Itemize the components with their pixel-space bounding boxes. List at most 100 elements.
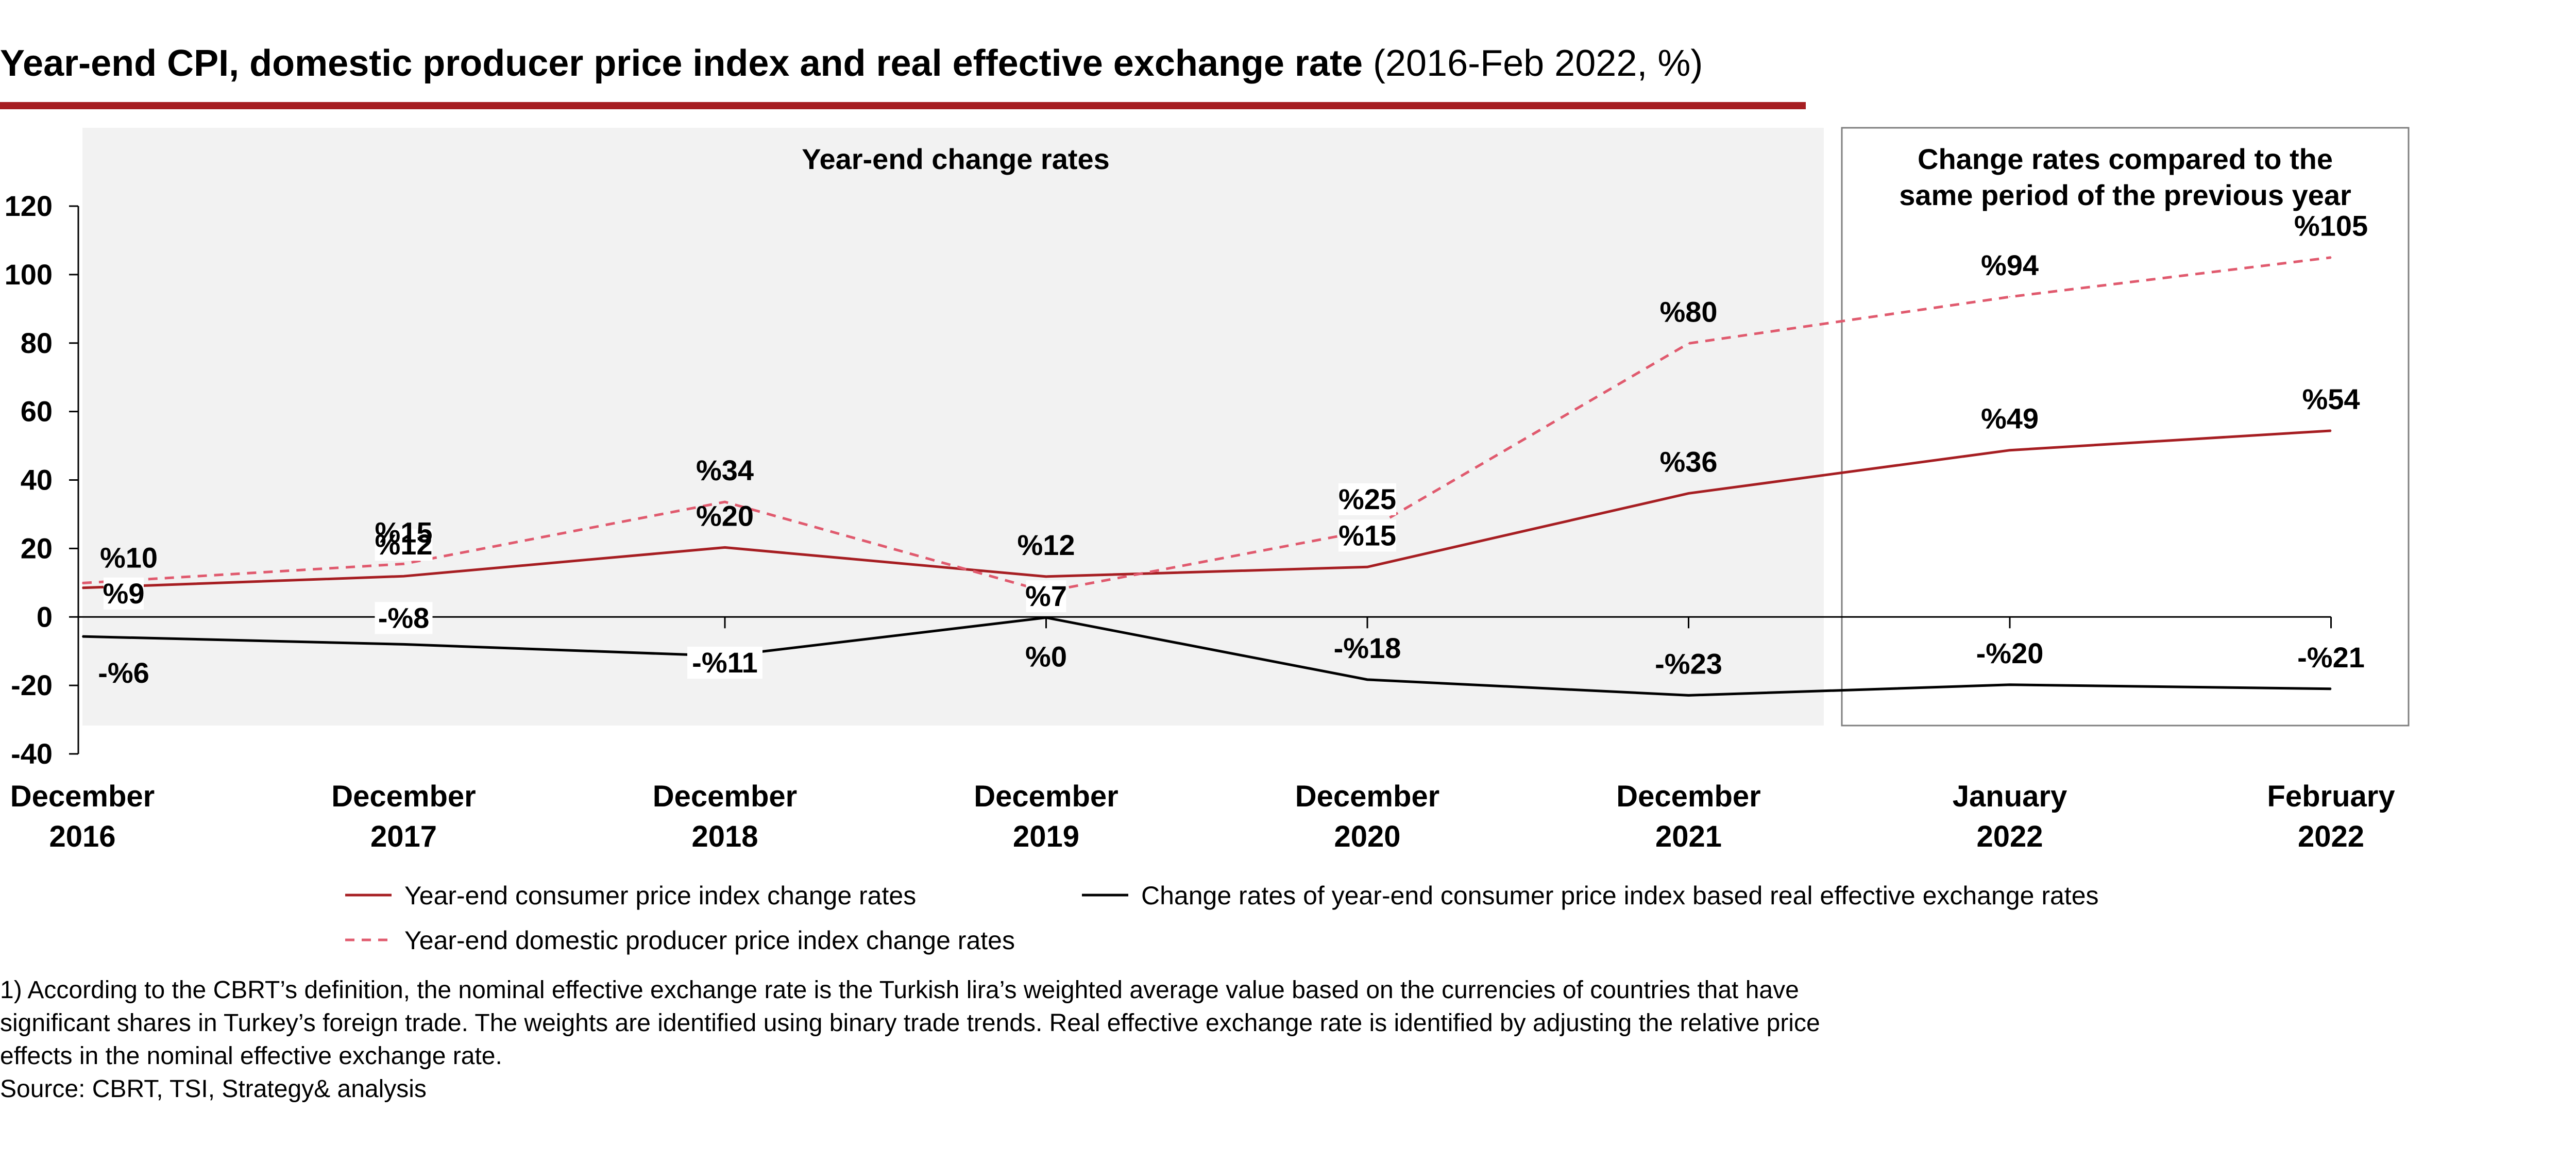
panel-left-label: Year-end change rates	[802, 143, 1110, 175]
data-label-ppi: %7	[1025, 580, 1067, 612]
y-tick-label: 100	[5, 258, 53, 291]
notes: 1) According to the CBRT’s definition, t…	[0, 974, 2112, 1106]
series-line-ppi	[82, 256, 2331, 593]
chart-title: Year-end CPI, domestic producer price in…	[0, 43, 1703, 84]
data-point-ppi	[1688, 343, 1689, 344]
data-label-ppi: %80	[1659, 295, 1717, 328]
series-line-reer	[82, 616, 2331, 697]
x-tick-label-year: 2020	[1334, 820, 1400, 853]
x-tick-label: February	[2267, 780, 2395, 813]
data-point-reer	[82, 636, 83, 637]
panel-right-label-line1: Change rates compared to the	[1918, 143, 2333, 175]
data-point-reer	[1367, 679, 1368, 680]
data-point-ppi	[403, 563, 404, 565]
data-label-bg	[104, 577, 144, 610]
data-point-cpi	[724, 547, 725, 548]
data-label-cpi: %12	[1017, 529, 1075, 561]
y-tick-label: 0	[37, 600, 53, 633]
x-tick-label-year: 2018	[691, 820, 758, 853]
data-label-reer: %0	[1025, 641, 1067, 673]
x-tick-label-year: 2021	[1655, 820, 1722, 853]
data-point-ppi	[2330, 257, 2332, 258]
panel-year-end	[82, 128, 1824, 726]
data-label-ppi: %10	[100, 541, 158, 574]
panel-previous-year	[1841, 127, 2410, 727]
x-tick-label-year: 2019	[1013, 820, 1079, 853]
data-point-cpi	[1688, 493, 1689, 494]
x-tick-label-year: 2016	[49, 820, 115, 853]
data-label-ppi: %15	[375, 516, 432, 548]
legend-label-reer: Change rates of year-end consumer price …	[1141, 881, 2099, 910]
data-point-reer	[2330, 688, 2332, 689]
chart-title-bold: Year-end CPI, domestic producer price in…	[0, 43, 1363, 84]
legend-label-cpi: Year-end consumer price index change rat…	[404, 881, 916, 910]
data-point-cpi	[2330, 430, 2332, 431]
data-point-cpi	[403, 576, 404, 577]
data-label-ppi: %34	[696, 454, 754, 486]
data-label-cpi: %9	[103, 577, 145, 610]
title-rule	[0, 102, 1806, 109]
x-tick-label: December	[1616, 780, 1760, 813]
x-tick-label-year: 2022	[2298, 820, 2364, 853]
data-point-reer	[1045, 617, 1047, 618]
data-labels: %9%12%20%12 %15%36%49%54%10%15%34%7%25%80…	[98, 210, 2368, 689]
data-label-bg	[1338, 519, 1396, 552]
source-line: Source: CBRT, TSI, Strategy& analysis	[0, 1075, 427, 1103]
y-tick-label: 120	[5, 190, 53, 222]
legend-label-ppi: Year-end domestic producer price index c…	[404, 926, 1015, 955]
x-tick-label-year: 2017	[370, 820, 437, 853]
data-label-reer: -%18	[1334, 632, 1401, 664]
x-tick-label: December	[331, 780, 476, 813]
data-label-cpi: %15	[1338, 519, 1396, 551]
data-label-cpi: %20	[696, 499, 754, 532]
data-point-cpi	[1045, 576, 1047, 577]
data-label-ppi: %105	[2294, 210, 2368, 242]
data-label-bg	[1338, 483, 1396, 515]
data-label-cpi: %49	[1981, 402, 2039, 435]
data-point-reer	[403, 644, 404, 645]
y-tick-label: 80	[21, 327, 53, 359]
series-layer	[82, 256, 2332, 697]
y-tick-label: 20	[21, 532, 53, 564]
chart: Year-end CPI, domestic producer price in…	[0, 43, 2410, 955]
data-label-ppi: %94	[1981, 249, 2039, 281]
data-point-cpi	[2009, 449, 2010, 451]
x-tick-label-year: 2022	[1976, 820, 2043, 853]
x-tick-label: December	[10, 780, 155, 813]
data-point-cpi	[1367, 566, 1368, 568]
x-tick-label: December	[653, 780, 797, 813]
series-line-cpi	[82, 429, 2331, 590]
data-label-ppi: %25	[1338, 483, 1396, 515]
footnote: 1) According to the CBRT’s definition, t…	[0, 976, 1820, 1070]
data-point-reer	[2009, 684, 2010, 685]
x-axis-labels: December 2016 December 2017 December 2018 Dece…	[10, 780, 2395, 853]
chart-title-suffix: (2016-Feb 2022, %)	[1363, 43, 1703, 84]
data-label-reer: -%11	[692, 646, 758, 679]
data-label-bg	[375, 529, 433, 561]
x-tick-label: January	[1953, 780, 2067, 813]
data-label-reer: -%23	[1655, 647, 1722, 680]
data-point-cpi	[82, 587, 83, 588]
data-label-reer: -%6	[98, 656, 149, 689]
data-point-reer	[1688, 695, 1689, 696]
data-label-cpi: %12	[375, 528, 432, 561]
data-point-ppi	[82, 582, 83, 584]
x-tick-label: December	[974, 780, 1118, 813]
data-label-cpi: %54	[2302, 383, 2360, 415]
axes: 120 100 80 60 40 20 0 -20 -40	[5, 190, 2332, 770]
data-label-reer: -%21	[2297, 641, 2365, 673]
y-tick-label: -40	[11, 737, 53, 770]
y-tick-label: 60	[21, 395, 53, 428]
data-point-ppi	[724, 501, 725, 503]
data-label-reer: -%8	[378, 601, 430, 634]
data-point-ppi	[2009, 296, 2010, 298]
data-label-bg	[687, 646, 762, 679]
legend: Year-end consumer price index change rat…	[345, 881, 2099, 955]
x-tick-label: December	[1295, 780, 1439, 813]
y-tick-label: -20	[11, 669, 53, 701]
y-tick-label: 40	[21, 464, 53, 496]
data-label-cpi: %36	[1659, 445, 1717, 478]
panel-right-label-line2: same period of the previous year	[1899, 179, 2351, 211]
data-label-bg	[375, 602, 433, 634]
data-label-reer: -%20	[1976, 637, 2044, 669]
